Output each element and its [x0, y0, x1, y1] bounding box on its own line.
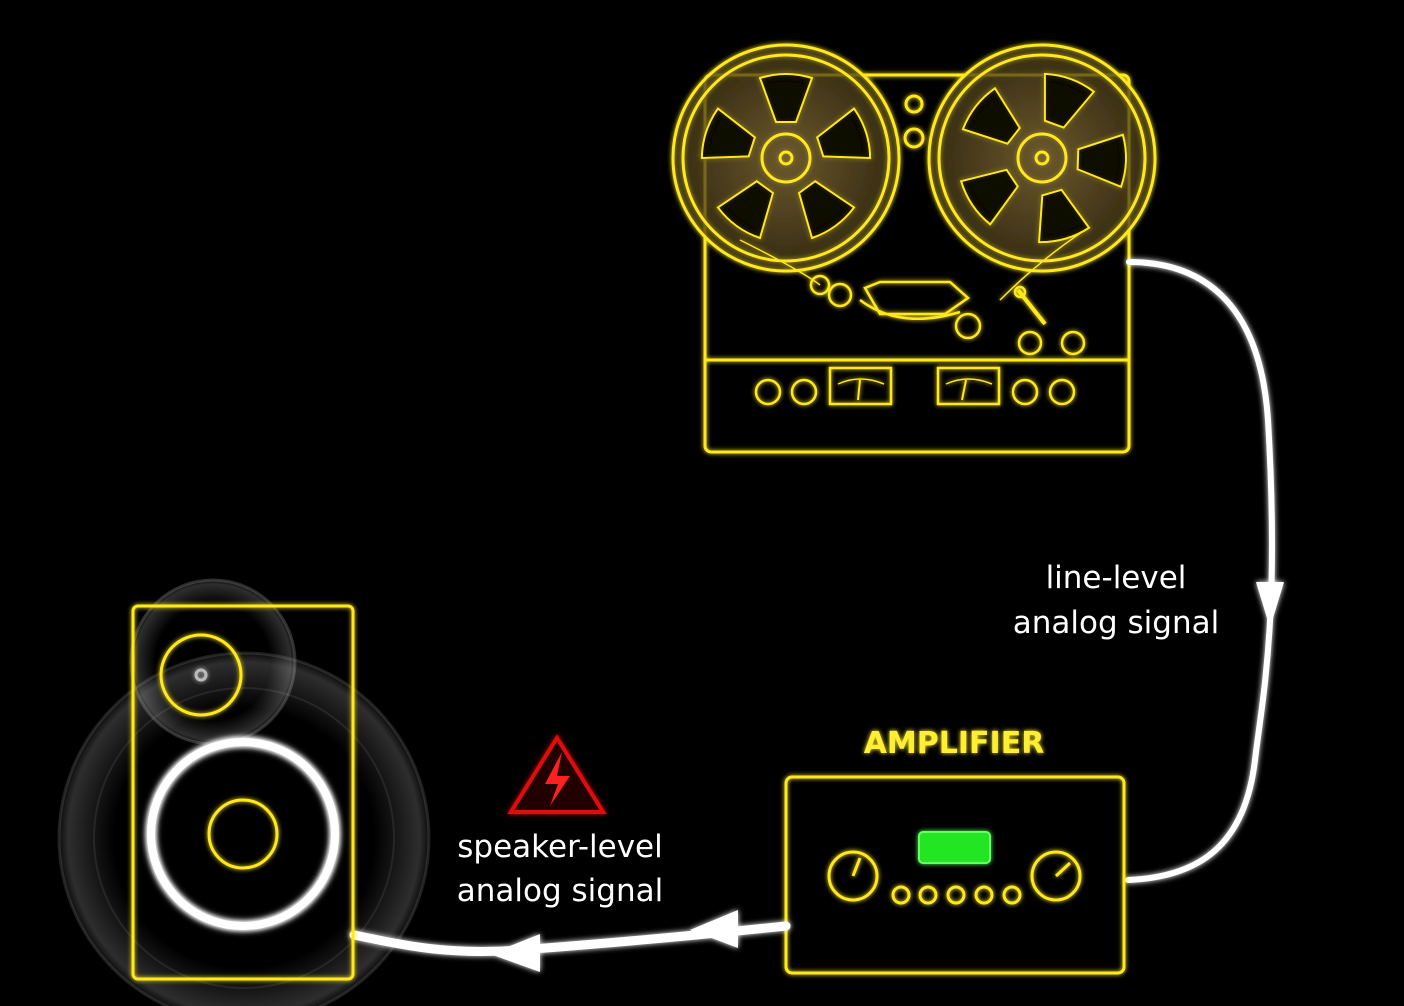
speaker-level-cable	[349, 910, 791, 972]
tape-control-knob	[1048, 378, 1076, 406]
tape-control-knob	[754, 378, 782, 406]
speaker-level-label-line1: speaker-level	[457, 829, 662, 865]
tape-control-knob	[790, 378, 818, 406]
sound-wave-rings	[57, 578, 431, 1006]
amplifier-tone-knob-icon	[1030, 850, 1082, 902]
amplifier-button	[974, 885, 994, 905]
left-reel-icon	[671, 43, 901, 273]
woofer-icon	[147, 738, 339, 930]
line-level-cable	[1125, 259, 1284, 883]
speaker-level-arrow-icon	[690, 910, 738, 948]
line-level-label-line1: line-level	[1046, 560, 1187, 596]
right-reel-icon	[927, 43, 1157, 273]
vu-meter-right-icon	[936, 366, 1001, 406]
amplifier-button	[891, 885, 911, 905]
tape-knob	[903, 127, 925, 149]
vu-meter-left-icon	[828, 366, 893, 406]
amplifier	[784, 775, 1126, 975]
amplifier-button	[918, 885, 938, 905]
high-voltage-warning-icon	[507, 734, 607, 814]
amplifier-body	[784, 775, 1126, 975]
amplifier-label: AMPLIFIER	[864, 726, 1045, 761]
speaker-level-label-line2: analog signal	[457, 873, 663, 909]
amplifier-display	[918, 831, 991, 864]
amplifier-button	[1002, 885, 1022, 905]
line-level-label-line2: analog signal	[1013, 605, 1219, 641]
speaker-cabinet	[131, 604, 355, 981]
line-level-arrow-icon	[1256, 582, 1284, 628]
tape-machine	[671, 43, 1157, 454]
tape-control-knob	[1011, 378, 1039, 406]
tape-control-panel	[754, 366, 1076, 406]
tape-knob	[904, 94, 924, 114]
amplifier-volume-knob-icon	[827, 850, 879, 902]
speaker	[131, 604, 355, 981]
amplifier-button	[946, 885, 966, 905]
speaker-level-arrow-icon	[490, 934, 540, 972]
tape-head-assembly	[739, 229, 1086, 356]
tweeter-icon	[159, 633, 243, 717]
